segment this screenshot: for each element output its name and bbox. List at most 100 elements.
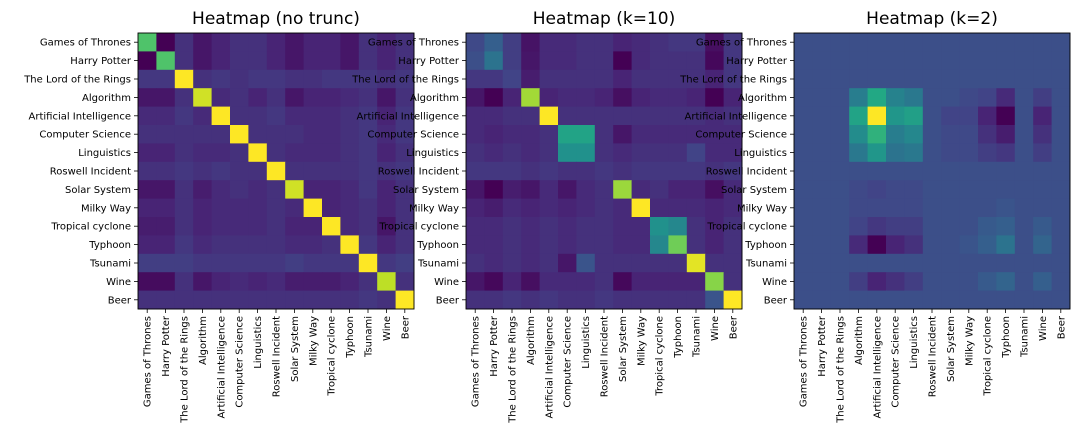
- heatmap-cell: [1014, 143, 1034, 163]
- heatmap-cell: [156, 106, 176, 126]
- heatmap-cell: [156, 88, 176, 107]
- x-tick-label: Harry Potter: [489, 315, 500, 377]
- heatmap-cell: [322, 125, 341, 144]
- heatmap-cell: [576, 253, 596, 273]
- heatmap-cell: [867, 143, 887, 163]
- heatmap-cell: [978, 143, 997, 163]
- heatmap-cell: [539, 88, 559, 107]
- heatmap-cell: [521, 51, 540, 71]
- heatmap-cell: [922, 125, 942, 144]
- x-tick-label: Typhoon: [345, 316, 356, 359]
- heatmap-cell: [978, 161, 997, 181]
- heatmap-cell: [358, 161, 378, 181]
- heatmap-cell: [812, 88, 832, 107]
- heatmap-cell: [668, 272, 688, 291]
- heatmap-cell: [922, 217, 942, 236]
- heatmap-cell: [941, 125, 960, 144]
- heatmap-cell: [576, 51, 596, 71]
- heatmap-cell: [959, 235, 979, 255]
- heatmap-cell: [1051, 180, 1071, 199]
- heatmap-cell: [138, 143, 157, 163]
- heatmap-cell: [358, 235, 378, 255]
- heatmap-cell: [650, 272, 669, 291]
- y-tick-label: Linguistics: [406, 148, 459, 159]
- y-tick-label: Milky Way: [409, 203, 459, 214]
- heatmap-cell: [484, 88, 504, 107]
- heatmap-cell: [996, 69, 1016, 89]
- y-tick-label: Tsunami: [745, 259, 787, 270]
- heatmap-cell: [558, 51, 577, 71]
- heatmap-cell: [230, 217, 249, 236]
- heatmap-cell: [558, 125, 577, 144]
- heatmap-cell: [484, 106, 504, 126]
- heatmap-cell: [886, 125, 905, 144]
- heatmap-cell: [996, 106, 1016, 126]
- x-tick-label: Linguistics: [253, 316, 264, 369]
- heatmap-cell: [867, 180, 887, 199]
- heatmap-cell: [886, 253, 905, 273]
- heatmap-cell: [723, 125, 743, 144]
- heatmap-cell: [812, 143, 832, 163]
- heatmap-cell: [193, 125, 212, 144]
- heatmap-panel-2: Heatmap (k=10) Games of Thrones Harry Pott…: [351, 9, 743, 424]
- heatmap-cell: [377, 217, 396, 236]
- heatmap-cell: [322, 106, 341, 126]
- heatmap-cell: [1051, 198, 1071, 218]
- heatmap-cell: [668, 235, 688, 255]
- heatmap-cell: [594, 33, 614, 52]
- heatmap-cell: [156, 125, 176, 144]
- x-tick-label: Beer: [400, 315, 411, 339]
- y-tick-label: Artificial Intelligence: [685, 111, 788, 122]
- heatmap-cell: [266, 161, 286, 181]
- heatmap-cell: [322, 198, 341, 218]
- heatmap-cell: [904, 33, 924, 52]
- heatmap-cell: [686, 33, 706, 52]
- heatmap-cell: [484, 51, 504, 71]
- heatmap-cell: [174, 88, 194, 107]
- heatmap-cell: [723, 253, 743, 273]
- y-tick-label: Wine: [106, 277, 131, 288]
- chart-title: Heatmap (no trunc): [192, 9, 360, 29]
- heatmap-cell: [996, 217, 1016, 236]
- y-tick-label: The Lord of the Rings: [351, 75, 459, 86]
- heatmap-cell: [193, 290, 212, 310]
- heatmap-cell: [395, 290, 415, 310]
- heatmap-cell: [941, 69, 960, 89]
- heatmap-cell: [886, 51, 905, 71]
- heatmap-cell: [138, 51, 157, 71]
- heatmap-cell: [138, 253, 157, 273]
- y-tick-label: Games of Thrones: [40, 38, 131, 49]
- heatmap-cell: [322, 88, 341, 107]
- heatmap-cell: [466, 217, 485, 236]
- heatmap-cell: [996, 143, 1016, 163]
- heatmap-cell: [484, 217, 504, 236]
- heatmap-cell: [340, 161, 360, 181]
- y-tick-label: The Lord of the Rings: [23, 75, 131, 86]
- heatmap-cell: [922, 161, 942, 181]
- heatmap-cell: [138, 235, 157, 255]
- heatmap-cell: [248, 33, 268, 52]
- heatmap-cell: [594, 161, 614, 181]
- heatmap-cell: [340, 88, 360, 107]
- y-tick-label: Harry Potter: [726, 56, 788, 67]
- heatmap-cell: [466, 253, 485, 273]
- heatmap-cell: [358, 290, 378, 310]
- heatmap-cell: [230, 180, 249, 199]
- heatmap-cell: [904, 217, 924, 236]
- heatmap-cell: [613, 88, 632, 107]
- heatmap-cell: [576, 106, 596, 126]
- heatmap-cell: [466, 235, 485, 255]
- x-tick-label: The Lord of the Rings: [836, 316, 847, 424]
- heatmap-cell: [395, 88, 415, 107]
- x-tick-label: Typhoon: [673, 316, 684, 359]
- heatmap-cell: [686, 272, 706, 291]
- heatmap-cell: [794, 290, 813, 310]
- y-tick-label: Tropical cyclone: [50, 222, 131, 233]
- heatmap-cell: [285, 88, 304, 107]
- heatmap-cell: [849, 180, 868, 199]
- heatmap-cell: [650, 198, 669, 218]
- heatmap-cell: [812, 125, 832, 144]
- heatmap-cell: [248, 290, 268, 310]
- heatmap-cell: [941, 217, 960, 236]
- chart-title: Heatmap (k=10): [533, 9, 675, 29]
